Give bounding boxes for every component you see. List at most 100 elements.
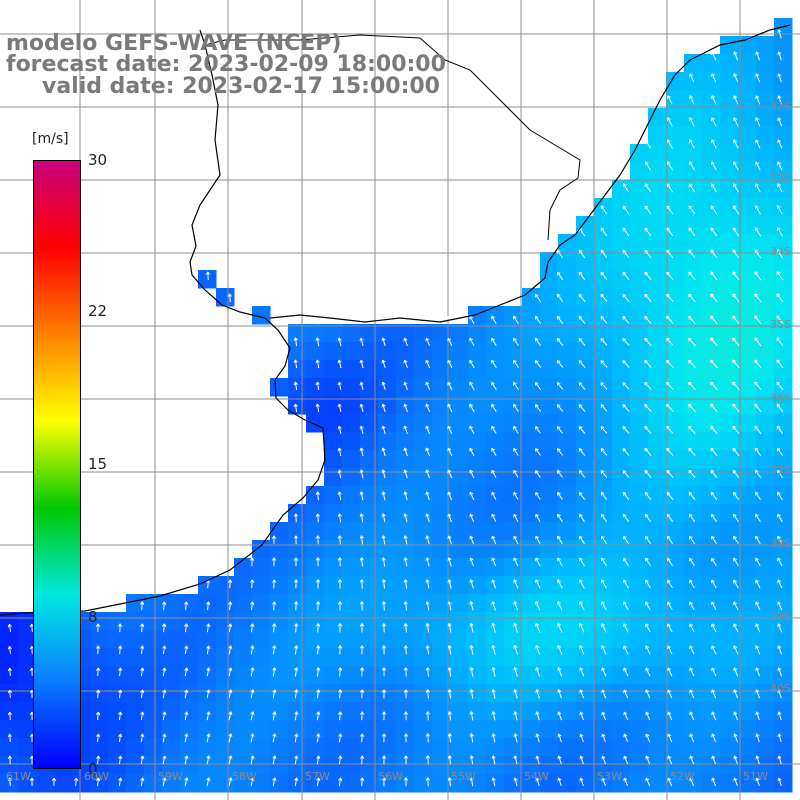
wind-arrow — [206, 645, 211, 655]
wind-speed-cell — [630, 576, 649, 595]
wind-speed-cell — [522, 522, 541, 541]
wind-speed-cell — [342, 450, 361, 469]
wind-speed-cell — [558, 576, 577, 595]
wind-speed-cell — [234, 594, 253, 613]
wind-speed-cell — [414, 702, 433, 721]
wind-speed-cell — [432, 756, 451, 775]
wind-speed-cell — [342, 756, 361, 775]
wind-speed-cell — [90, 738, 109, 757]
wind-speed-cell — [450, 432, 469, 451]
wind-speed-cell — [756, 252, 775, 271]
wind-arrow — [491, 425, 497, 434]
wind-arrow — [403, 447, 408, 457]
wind-speed-cell — [414, 504, 433, 523]
wind-arrow — [491, 777, 496, 787]
wind-arrow — [666, 271, 674, 281]
wind-arrow — [293, 513, 298, 523]
wind-speed-cell — [738, 216, 757, 235]
wind-arrow — [600, 469, 608, 478]
wind-arrow — [534, 381, 542, 390]
wind-speed-cell — [540, 450, 559, 469]
wind-speed-cell — [270, 576, 289, 595]
wind-arrow — [777, 73, 782, 83]
wind-speed-cell — [666, 306, 685, 325]
longitude-label: 60W — [84, 770, 109, 783]
wind-speed-cell — [504, 306, 523, 325]
wind-arrow — [140, 755, 145, 765]
wind-speed-field — [0, 18, 793, 793]
valid-date: valid date: 2023-02-17 15:00:00 — [42, 74, 440, 99]
wind-arrow — [162, 601, 167, 611]
wind-speed-cell — [396, 720, 415, 739]
wind-speed-cell — [486, 396, 505, 415]
wind-speed-cell — [774, 630, 793, 649]
wind-speed-cell — [162, 666, 181, 685]
wind-speed-cell — [702, 468, 721, 487]
wind-speed-cell — [396, 648, 415, 667]
wind-speed-cell — [522, 558, 541, 577]
wind-speed-cell — [648, 216, 667, 235]
wind-speed-cell — [774, 108, 793, 127]
wind-arrow — [425, 491, 430, 501]
wind-speed-cell — [450, 720, 469, 739]
wind-speed-cell — [648, 162, 667, 181]
wind-speed-cell — [594, 756, 613, 775]
wind-speed-cell — [108, 720, 127, 739]
wind-speed-cell — [612, 684, 631, 703]
wind-speed-cell — [648, 126, 667, 145]
wind-arrow — [447, 491, 453, 501]
wind-speed-cell — [774, 36, 793, 55]
wind-speed-cell — [306, 540, 325, 559]
wind-speed-cell — [684, 108, 703, 127]
wind-arrow — [754, 271, 762, 281]
wind-speed-cell — [630, 378, 649, 397]
wind-speed-cell — [756, 216, 775, 235]
wind-arrow — [754, 359, 762, 369]
wind-arrow — [755, 645, 761, 655]
wind-arrow — [623, 689, 629, 699]
wind-arrow — [206, 733, 211, 743]
wind-speed-cell — [504, 666, 523, 685]
wind-speed-cell — [0, 666, 19, 685]
wind-speed-cell — [522, 702, 541, 721]
wind-arrow — [755, 513, 761, 523]
wind-arrow — [360, 689, 365, 699]
wind-arrow — [360, 733, 365, 743]
wind-arrow — [162, 623, 167, 633]
wind-speed-cell — [288, 630, 307, 649]
wind-speed-cell — [306, 774, 325, 793]
wind-arrow — [777, 579, 783, 589]
wind-speed-cell — [648, 180, 667, 199]
wind-speed-cell — [720, 378, 739, 397]
wind-speed-cell — [0, 756, 19, 775]
wind-arrow — [666, 161, 673, 171]
wind-arrow — [578, 338, 586, 346]
wind-arrow — [600, 360, 608, 368]
wind-speed-cell — [540, 378, 559, 397]
wind-arrow — [337, 381, 342, 391]
wind-arrow — [469, 469, 475, 479]
wind-arrow — [688, 381, 696, 391]
wind-arrow — [579, 777, 584, 787]
wind-arrow — [535, 667, 541, 677]
wind-arrow — [7, 623, 12, 632]
wind-speed-cell — [522, 342, 541, 361]
wind-speed-cell — [234, 756, 253, 775]
wind-speed-cell — [342, 432, 361, 451]
wind-arrow — [315, 535, 320, 545]
wind-speed-cell — [738, 90, 757, 109]
wind-speed-cell — [18, 720, 37, 739]
wind-arrow — [337, 579, 343, 589]
wind-speed-cell — [522, 720, 541, 739]
wind-speed-cell — [450, 414, 469, 433]
wind-arrow — [710, 491, 718, 500]
wind-speed-cell — [738, 54, 757, 73]
wind-speed-cell — [180, 702, 199, 721]
wind-speed-cell — [630, 684, 649, 703]
wind-arrow — [228, 579, 233, 589]
wind-arrow — [710, 271, 718, 281]
wind-arrow — [359, 337, 364, 347]
wind-arrow — [666, 205, 674, 215]
wind-arrow — [228, 645, 233, 655]
wind-speed-cell — [540, 702, 559, 721]
